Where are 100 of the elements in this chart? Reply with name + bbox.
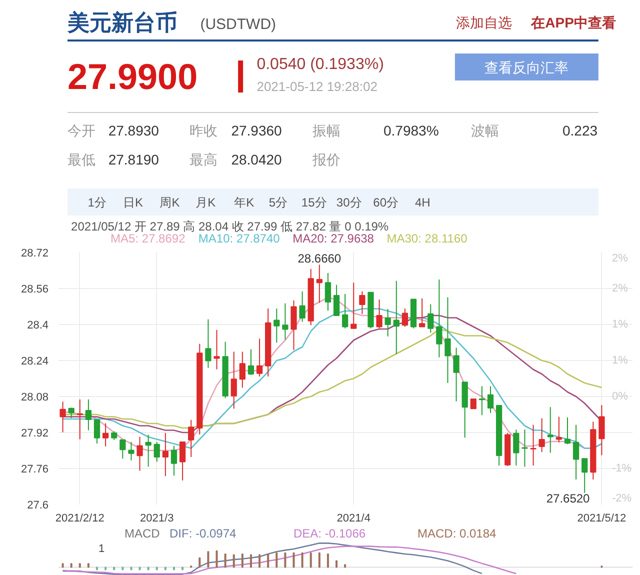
candlestick (556, 416, 562, 443)
candlestick (359, 290, 366, 314)
y-tick-label: 28.24 (20, 356, 49, 368)
text: 周K (160, 196, 180, 210)
candlestick (248, 348, 254, 376)
text: 27.9360 (231, 122, 282, 138)
text: 昨收 (189, 122, 218, 138)
text: 1分 (88, 196, 106, 210)
candlestick (120, 439, 126, 460)
candlestick (214, 329, 220, 370)
y-tick-label: 28.4 (27, 320, 49, 332)
candlestick (513, 429, 520, 466)
candlestick (256, 338, 263, 377)
text: 4H (414, 196, 430, 210)
text: 28.0420 (231, 152, 282, 168)
text: MACD: 0.0184 (418, 526, 497, 541)
text: 27.8930 (108, 122, 160, 138)
candlestick (402, 308, 408, 328)
candlestick (188, 419, 194, 458)
text: 0.0540 (0.1933%) (256, 56, 384, 73)
text: 波幅 (471, 122, 500, 138)
candlestick (470, 398, 476, 410)
candlestick (376, 299, 382, 329)
text: 查看反向汇率 (484, 60, 569, 76)
text: 5分 (268, 196, 288, 210)
candlestick (274, 308, 280, 344)
text: 60分 (373, 196, 399, 210)
text: 27.8190 (108, 152, 160, 168)
text: 2021-05-12 19:28:02 (256, 79, 378, 94)
candlestick (547, 406, 554, 454)
candlestick (582, 458, 588, 494)
annotation: 1 (98, 543, 105, 556)
annotation: 28.6660 (298, 252, 342, 266)
x-tick-label: 2021/3 (140, 512, 174, 524)
candlestick (154, 441, 160, 462)
candlestick (60, 401, 66, 433)
text: 27.9900 (67, 56, 198, 97)
text: 报价 (311, 152, 340, 168)
candlestick (85, 398, 92, 431)
candlestick (179, 441, 186, 481)
candlestick (145, 434, 152, 468)
candlestick (350, 282, 357, 329)
candlestick (316, 264, 322, 304)
candlestick (282, 302, 288, 340)
candlestick (299, 290, 306, 322)
candlestick (418, 298, 426, 328)
candlestick (572, 424, 580, 480)
candlestick (530, 424, 536, 466)
text: 日K (122, 196, 143, 210)
candlestick (128, 441, 134, 461)
y-tick-label: 28.56 (20, 284, 49, 296)
candlestick (230, 351, 237, 410)
candlestick (290, 300, 297, 350)
candlestick (384, 308, 391, 337)
chart-title: 美元新台币 (66, 10, 178, 35)
y-tick-label: 28.08 (20, 392, 49, 404)
candlestick (342, 293, 348, 329)
x-tick-label: 2021/4 (336, 512, 370, 524)
candlestick (94, 419, 100, 444)
text: 15分 (301, 196, 327, 210)
candlestick (538, 418, 545, 453)
text: 在APP中查看 (530, 14, 616, 30)
y-tick-label: 27.6 (27, 500, 49, 512)
candlestick (239, 351, 246, 388)
candlestick (102, 422, 109, 447)
candlestick (76, 398, 83, 440)
text: 今开 (67, 122, 96, 138)
candlestick (522, 429, 528, 468)
candlestick (564, 416, 571, 445)
candlestick (598, 404, 605, 456)
candlestick (487, 386, 494, 414)
x-tick-label: 2021/2/12 (55, 512, 104, 524)
text: 最低 (67, 152, 96, 168)
candlestick (478, 386, 486, 416)
text: 0.223 (562, 122, 598, 138)
candlestick (324, 272, 332, 312)
text: MA10: 27.8740 (198, 232, 280, 246)
text: MA30: 28.1160 (386, 232, 468, 246)
candlestick (444, 296, 451, 384)
x-tick-label: 2021/5/12 (577, 512, 626, 524)
text: 2021/05/12 开 27.89 高 28.04 收 27.99 低 27.82 量 0 0.19% (71, 220, 389, 234)
candlestick (393, 280, 400, 354)
annotation: 27.6520 (546, 492, 590, 506)
chart-subtitle: (USDTWD) (200, 16, 276, 33)
text: 30分 (336, 196, 362, 210)
legend-title: MACD (124, 526, 160, 541)
candlestick (205, 318, 212, 368)
y-tick-label: 27.76 (20, 464, 49, 476)
candlestick (333, 284, 340, 316)
text: 月K (196, 196, 216, 210)
y-tick-label: 28.72 (20, 248, 49, 260)
series-label: DIF: -0.0974 (170, 526, 237, 541)
candlestick (428, 304, 434, 334)
text: MA20: 27.9638 (292, 232, 374, 246)
series-label: DEA: -0.1066 (294, 526, 366, 541)
text: 0.7983% (384, 122, 439, 138)
candlestick (136, 436, 143, 472)
text: 振幅 (312, 122, 340, 138)
candlestick (162, 432, 168, 477)
text: 年K (234, 196, 254, 210)
